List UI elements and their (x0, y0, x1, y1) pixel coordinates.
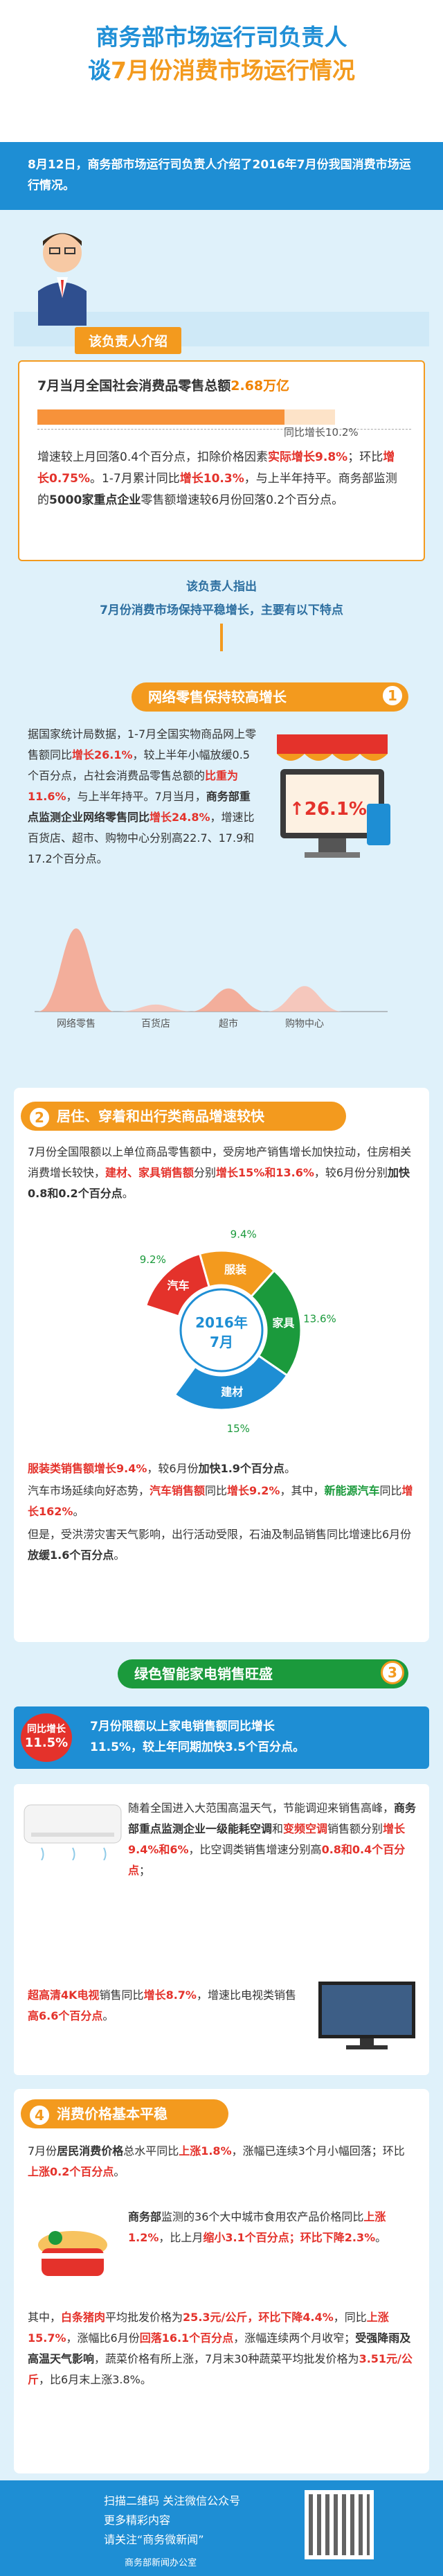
x-tick-label: 百货店 (141, 1018, 170, 1030)
section2-p3: 汽车市场延续向好态势，汽车销售额同比增长9.2%，其中，新能源汽车同比增长162… (28, 1484, 413, 1518)
section-consumer-prices: 4 消费价格基本平稳 7月份居民消费价格总水平同比上涨1.8%，涨幅已连续3个月小… (14, 2089, 429, 2473)
air-conditioner-icon (24, 1804, 122, 1860)
section-housing-clothing-travel: 2 居住、穿着和出行类商品增速较快 7月份全国限额以上单位商品零售额中，受房地产销… (14, 1088, 429, 1642)
qr-code[interactable] (305, 2490, 374, 2559)
food-basket-icon (38, 2231, 107, 2276)
intro-tag: 该负责人介绍 (75, 327, 182, 354)
page-title-line2: 谈7月份消费市场运行情况 (0, 54, 443, 87)
footer-line3: 请关注“商务微新闻” (104, 2533, 204, 2546)
appliance-badge: 同比增长 11.5% (21, 1713, 72, 1762)
donut-slice-label: 家具 (272, 1316, 294, 1330)
section2-p1: 7月份全国限额以上单位商品零售额中，受房地产销售增长加快拉动，住房相关消费增长较… (28, 1145, 412, 1200)
section4-p2: 商务部监测的36个大中城市食用农产品价格同比上涨1.2%，比上月缩小3.1个百分… (128, 2210, 387, 2244)
online-shop-icon (277, 734, 390, 858)
donut-slice-label: 汽车 (168, 1279, 190, 1292)
area-mark-0 (38, 928, 114, 1012)
growth-badge: ↑26.1% (289, 799, 367, 820)
section1-heading: 网络零售保持较高增长 1 (132, 682, 408, 712)
retail-total: 2.68万亿 (230, 378, 290, 394)
donut-center (179, 1288, 264, 1373)
section-online-retail: 网络零售保持较高增长 1 ↑26.1% 据国家统计局数据，1-7月全国实物商品网… (14, 665, 429, 1081)
section3-p1: 随着全国进入大范围高温天气，节能调迎来销售高峰，商务部重点监测企业一级能耗空调和… (128, 1801, 417, 1877)
channel-growth-chart: 网络零售 百货店 超市 购物中心 (35, 928, 388, 1030)
hero-area (0, 208, 443, 346)
footer: 扫描二维码 关注微信公众号 更多精彩内容 请关注“商务微新闻” 商务部新闻办公室 (0, 2480, 443, 2576)
donut-value-label: 13.6% (303, 1313, 336, 1325)
tv-icon (318, 1982, 415, 2049)
area-mark-3 (266, 986, 343, 1012)
card1-heading: 7月当月全国社会消费品零售总额2.68万亿 (37, 378, 290, 394)
donut-value-label: 9.4% (230, 1228, 257, 1241)
donut-slice-3 (173, 1354, 289, 1411)
area-mark-2 (190, 988, 266, 1012)
lead-text: 该负责人指出 7月份消费市场保持平稳增长，主要有以下特点 (100, 580, 343, 617)
section4-p1: 7月份居民消费价格总水平同比上涨1.8%，涨幅已连续3个月小幅回落；环比上涨0.… (28, 2144, 405, 2178)
footer-line2: 更多精彩内容 (104, 2514, 171, 2527)
footer-line1: 扫描二维码 关注微信公众号 (104, 2494, 241, 2507)
section2-p4: 但是，受洪涝灾害天气影响，出行活动受限，石油及制品销售同比增速比6月份放缓1.6… (28, 1528, 412, 1562)
appliance-growth-strip: 同比增长 11.5% 7月份限额以上家电销售额同比增长 11.5%，较上年同期加… (14, 1706, 429, 1769)
growth-bar: 同比增长10.2% (37, 404, 411, 441)
retail-summary-card: 7月当月全国社会消费品零售总额2.68万亿 同比增长10.2% 增速较上月回落0… (18, 360, 425, 561)
appliance-panel: 随着全国进入大范围高温天气，节能调迎来销售高峰，商务部重点监测企业一级能耗空调和… (14, 1784, 429, 2075)
official-icon (38, 233, 87, 326)
section-home-appliances: 绿色智能家电销售旺盛 3 同比增长 11.5% 7月份限额以上家电销售额同比增长… (14, 1652, 429, 2082)
donut-center-label: 7月 (210, 1334, 233, 1350)
donut-value-label: 15% (227, 1422, 250, 1434)
category-donut-chart: 汽车9.2% 服装 9.4% 家具 13.6% 建材 15% 2016年 7月 (140, 1228, 336, 1434)
growth-bar-label: 同比增长10.2% (284, 426, 359, 439)
x-tick-label: 超市 (219, 1018, 238, 1030)
donut-slice-label: 建材 (221, 1386, 243, 1399)
donut-value-label: 9.2% (140, 1253, 166, 1266)
donut-slice-label: 服装 (224, 1263, 246, 1276)
section2-heading: 2 居住、穿着和出行类商品增速较快 (21, 1102, 346, 1131)
timeline-connector (220, 624, 223, 651)
appliance-strip-text: 7月份限额以上家电销售额同比增长 11.5%，较上年同期加快3.5个百分点。 (90, 1720, 305, 1754)
x-tick-label: 网络零售 (57, 1018, 96, 1030)
card1-text: 增速较上月回落0.4个百分点，扣除价格因素实际增长9.8%；环比增长0.75%。… (37, 450, 397, 507)
header: 商务部市场运行司负责人 谈7月份消费市场运行情况 (0, 0, 443, 142)
title-highlight: 7月份消费市场运行情况 (111, 57, 355, 84)
intro-band: 8月12日，商务部市场运行司负责人介绍了2016年7月份我国消费市场运行情况。 (0, 142, 443, 210)
title-prefix: 谈 (88, 57, 111, 84)
section3-heading: 绿色智能家电销售旺盛 3 (118, 1659, 408, 1688)
section4-p3: 其中，白条猪肉平均批发价格为25.3元/公斤，环比下降4.4%，同比上涨15.7… (28, 2311, 413, 2386)
x-tick-label: 购物中心 (285, 1018, 324, 1030)
hero-illustration (14, 233, 429, 346)
section2-p2: 服装类销售额增长9.4%，较6月份加快1.9个百分点。 (28, 1462, 296, 1475)
footer-line4: 商务部新闻办公室 (125, 2558, 197, 2568)
area-mark-1 (118, 1004, 194, 1012)
section4-heading: 4 消费价格基本平稳 (21, 2099, 228, 2128)
growth-bar-fill (37, 409, 284, 425)
section1-text: 据国家统计局数据，1-7月全国实物商品网上零售额同比增长26.1%，较上半年小幅… (28, 727, 257, 865)
donut-center-label: 2016年 (195, 1314, 248, 1331)
page-title-line1: 商务部市场运行司负责人 (96, 24, 347, 51)
section3-p2: 超高清4K电视销售同比增长8.7%，增速比电视类销售高6.6个百分点。 (28, 1988, 296, 2022)
